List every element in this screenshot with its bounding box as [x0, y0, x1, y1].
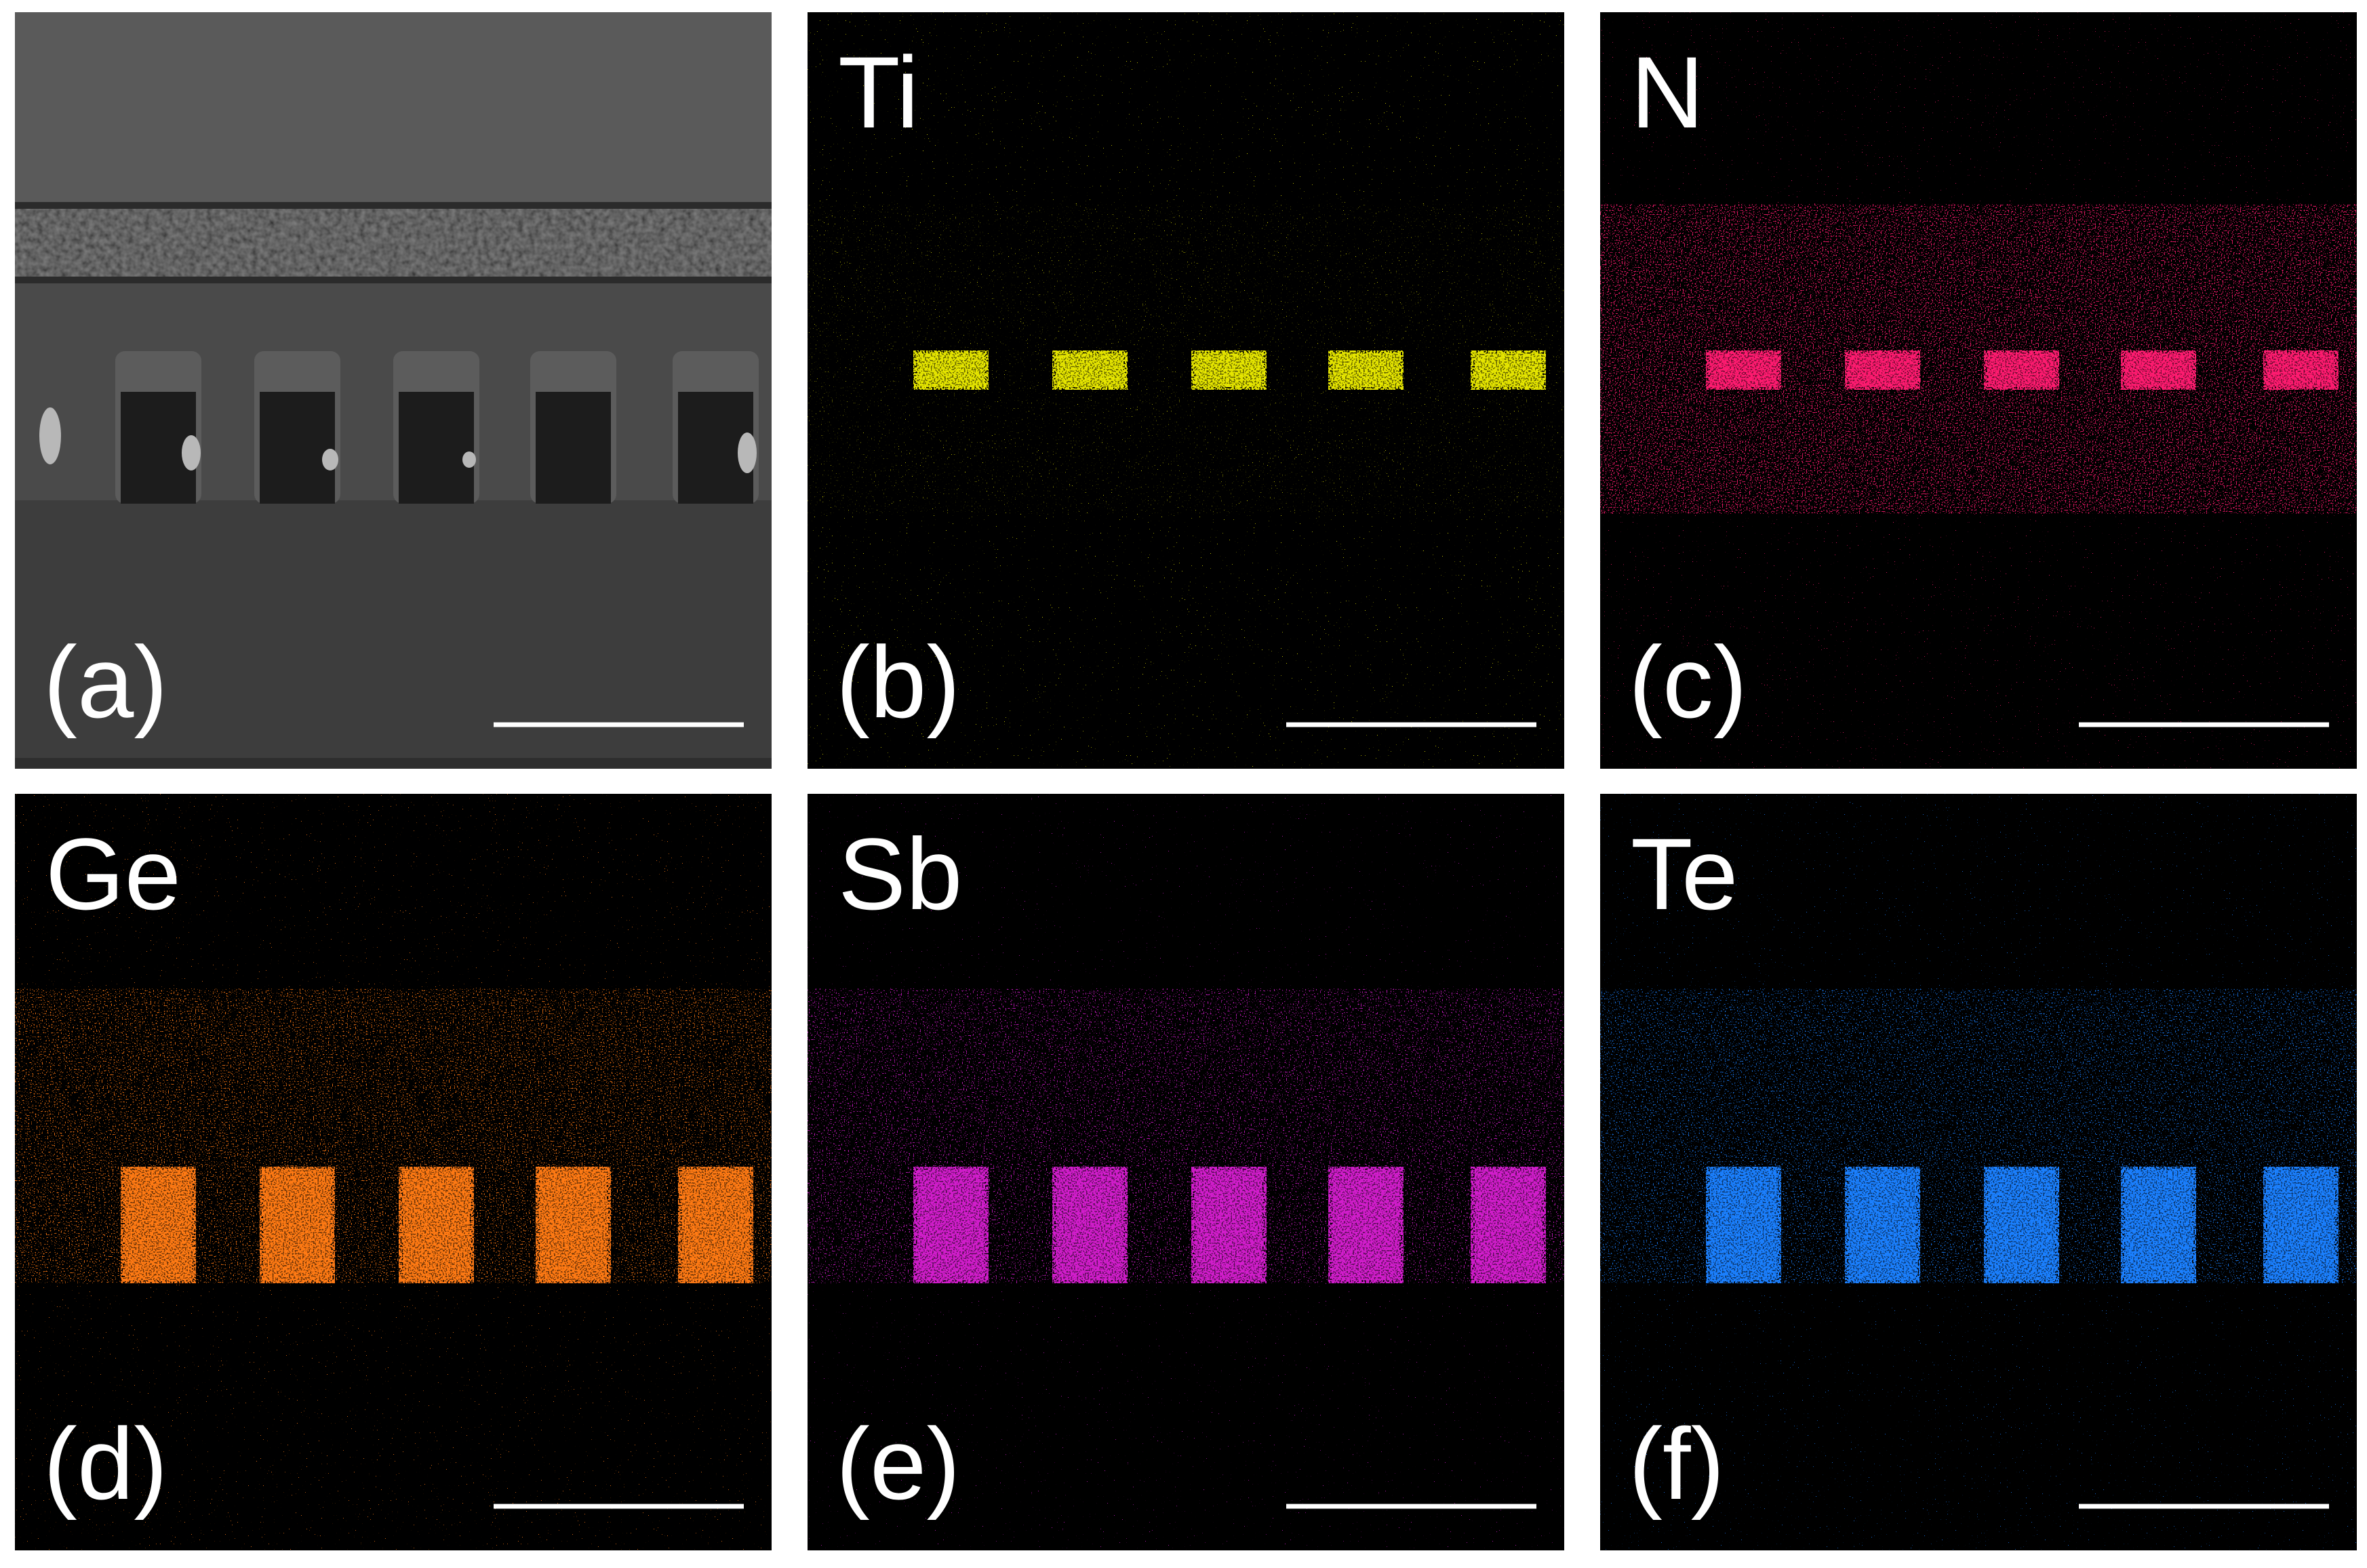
panel-label: (c) [1629, 625, 1747, 739]
cell-signal-core [1332, 1169, 1399, 1281]
cell-signal-core [540, 1169, 607, 1281]
void [738, 433, 757, 473]
panel-label: (a) [43, 625, 167, 739]
cell-signal-core [403, 1169, 470, 1281]
cell-signal-core [2267, 1169, 2334, 1281]
void [39, 407, 61, 464]
cell-signal-core [264, 1169, 331, 1281]
panel: Ti (b) [808, 12, 1564, 769]
cell-signal-core [1475, 353, 1542, 387]
cell-signal-core [1710, 353, 1777, 387]
panel-label: (d) [43, 1407, 167, 1521]
cell-signal-core [1988, 1169, 2055, 1281]
cell-signal-core [1332, 353, 1399, 387]
cell-signal [913, 1167, 989, 1283]
cell [536, 392, 611, 504]
panel-label: (e) [836, 1407, 960, 1521]
cell-signal-core [2125, 353, 2192, 387]
panel-label: (f) [1629, 1407, 1725, 1521]
cell-signal [1191, 1167, 1267, 1283]
panel: N (c) [1600, 12, 2357, 769]
cell-signal [913, 350, 989, 390]
cell-signal [678, 1167, 753, 1283]
cell-signal-core [1195, 1169, 1262, 1281]
cell-signal-core [1195, 353, 1262, 387]
cell-signal-core [1710, 1169, 1777, 1281]
cell-signal [1191, 350, 1267, 390]
cell-signal [1052, 1167, 1128, 1283]
dark-layer-texture [15, 209, 772, 277]
cell-signal-core [1056, 353, 1123, 387]
element-label: N [1631, 35, 1704, 149]
cell-signal-core [2125, 1169, 2192, 1281]
cell-signal [1984, 350, 2059, 390]
cell-signal-core [1849, 353, 1916, 387]
substrate-edge [15, 758, 772, 769]
cell-signal-core [125, 1169, 192, 1281]
cell-signal-core [917, 353, 984, 387]
cell-signal [1471, 1167, 1546, 1283]
cell-signal [1984, 1167, 2059, 1283]
cell-signal-core [682, 1169, 749, 1281]
panel-label: (b) [836, 625, 960, 739]
element-label: Ti [838, 35, 919, 149]
cell [399, 392, 474, 504]
cell-signal-core [917, 1169, 984, 1281]
cell-signal-core [1475, 1169, 1542, 1281]
cell-signal [1706, 350, 1781, 390]
cell-signal-core [2267, 353, 2334, 387]
cell-signal [2121, 1167, 2196, 1283]
cell-signal [2263, 350, 2339, 390]
cell-signal [1706, 1167, 1781, 1283]
panel: Sb (e) [808, 794, 1564, 1550]
top-layer [15, 12, 772, 202]
cell-signal [2121, 350, 2196, 390]
cell-signal [1328, 350, 1404, 390]
void [462, 451, 476, 468]
element-label: Ge [45, 817, 181, 931]
cell-signal [1471, 350, 1546, 390]
cell-signal [1328, 1167, 1404, 1283]
cell-signal [260, 1167, 335, 1283]
cell-signal [1845, 350, 1920, 390]
void [322, 449, 338, 470]
panel: Te (f) [1600, 794, 2357, 1550]
cell-signal [399, 1167, 474, 1283]
cell-signal [1845, 1167, 1920, 1283]
panel: Ge (d) [15, 794, 772, 1550]
cell-signal-core [1988, 353, 2055, 387]
cell-signal-core [1849, 1169, 1916, 1281]
cell-signal [536, 1167, 611, 1283]
cell-signal-core [1056, 1169, 1123, 1281]
element-label: Te [1631, 817, 1738, 931]
cell-signal [121, 1167, 196, 1283]
cell [260, 392, 335, 504]
panel: (a) [15, 12, 772, 769]
cell-signal [2263, 1167, 2339, 1283]
void [182, 435, 201, 470]
element-label: Sb [838, 817, 962, 931]
cell-signal [1052, 350, 1128, 390]
